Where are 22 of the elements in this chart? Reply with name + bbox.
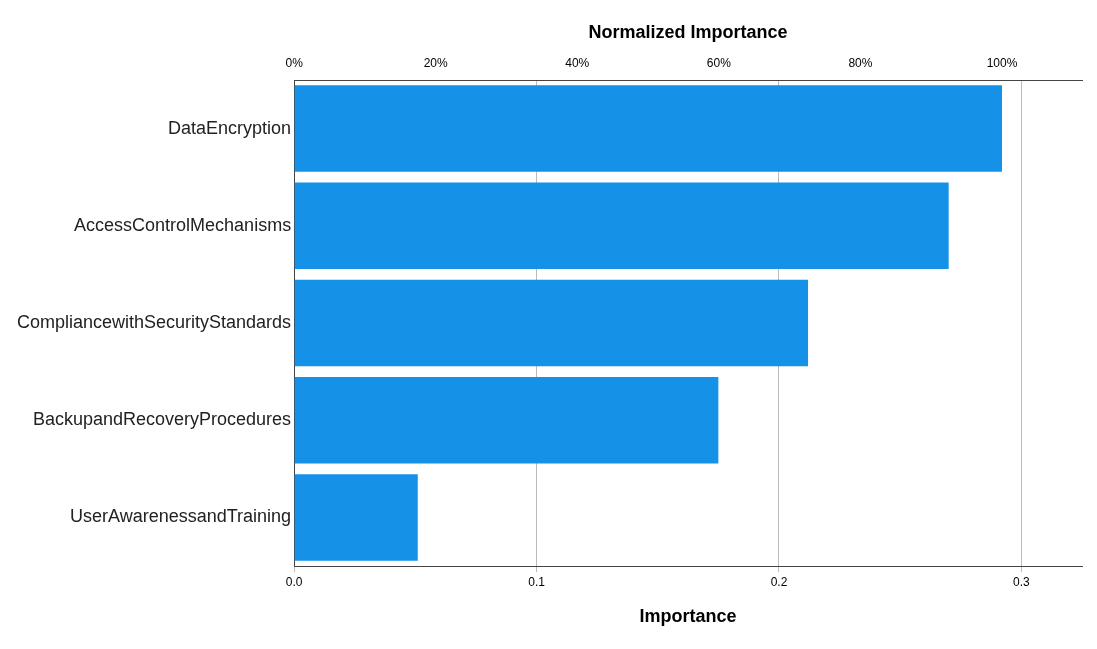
x2-tick-label: 20% bbox=[423, 56, 449, 71]
x-tick-label: 0.1 bbox=[528, 574, 546, 589]
y-tick-label: BackupandRecoveryProcedures bbox=[32, 409, 292, 430]
bar bbox=[294, 182, 949, 270]
x2-axis-title: Normalized Importance bbox=[588, 21, 788, 42]
bar bbox=[294, 376, 719, 464]
y-tick-label: UserAwarenessandTraining bbox=[70, 506, 292, 527]
y-tick-label: DataEncryption bbox=[168, 117, 292, 138]
bar bbox=[294, 279, 809, 367]
x2-tick-label: 60% bbox=[706, 56, 732, 71]
y-tick-label: AccessControlMechanisms bbox=[74, 214, 292, 235]
x2-tick-label: 0% bbox=[285, 56, 304, 71]
x-tick-label: 0.2 bbox=[770, 574, 788, 589]
x-axis-title: Importance bbox=[639, 606, 737, 627]
bar bbox=[294, 85, 1002, 172]
x2-tick-label: 100% bbox=[986, 56, 1018, 71]
y-tick-label: CompliancewithSecurityStandards bbox=[16, 311, 292, 332]
bar bbox=[294, 474, 418, 561]
x2-tick-label: 40% bbox=[565, 56, 590, 71]
x-tick-label: 0.0 bbox=[285, 574, 303, 589]
x2-tick-label: 80% bbox=[848, 56, 873, 71]
x-tick-label: 0.3 bbox=[1013, 574, 1031, 589]
